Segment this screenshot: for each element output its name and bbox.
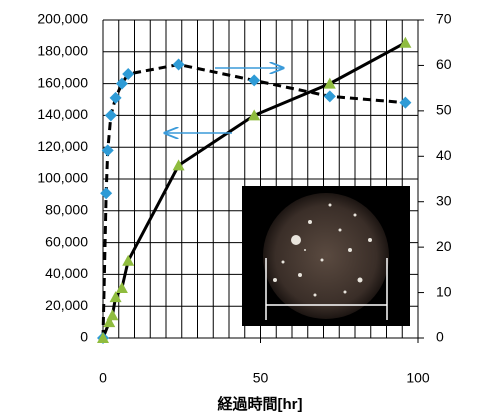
chart: 0 20,000 40,000 60,000 80,000 100,000 120,000 1… <box>0 0 497 416</box>
point <box>116 282 128 293</box>
y-tick-label: 140,000 <box>37 106 88 122</box>
point <box>324 90 336 102</box>
inset-photo <box>242 186 410 326</box>
point <box>399 37 411 48</box>
y2-tick-label: 0 <box>436 329 444 345</box>
point <box>102 144 114 156</box>
y-tick-label: 0 <box>80 329 88 345</box>
point <box>106 309 118 320</box>
x-axis-title: 経過時間[hr] <box>218 395 303 413</box>
point <box>173 59 185 71</box>
x-tick-label: 100 <box>406 370 430 386</box>
point <box>399 97 411 109</box>
y2-tick-label: 30 <box>436 192 452 208</box>
y-tick-label: 60,000 <box>45 233 88 249</box>
x-tick-label: 0 <box>99 370 107 386</box>
y2-tick-label: 10 <box>436 283 452 299</box>
y-tick-label: 160,000 <box>37 74 88 90</box>
x-tick-label: 50 <box>253 370 269 386</box>
arrows <box>165 68 283 133</box>
point <box>110 92 122 104</box>
y-tick-label: 20,000 <box>45 297 88 313</box>
petri-dish <box>263 193 389 319</box>
y-tick-label: 80,000 <box>45 202 88 218</box>
y-tick-label: 100,000 <box>37 170 88 186</box>
point <box>248 74 260 86</box>
point <box>105 109 117 121</box>
point <box>100 187 112 199</box>
y-tick-label: 180,000 <box>37 43 88 59</box>
page: 0 20,000 40,000 60,000 80,000 100,000 120,000 1… <box>0 0 497 416</box>
y2-tick-label: 60 <box>436 56 452 72</box>
y2-tick-label: 20 <box>436 238 452 254</box>
y-tick-label: 200,000 <box>37 11 88 27</box>
y2-tick-label: 70 <box>436 11 452 27</box>
y2-tick-label: 40 <box>436 147 452 163</box>
y-tick-label: 120,000 <box>37 138 88 154</box>
y2-tick-label: 50 <box>436 102 452 118</box>
point <box>122 255 134 266</box>
y-tick-label: 40,000 <box>45 265 88 281</box>
